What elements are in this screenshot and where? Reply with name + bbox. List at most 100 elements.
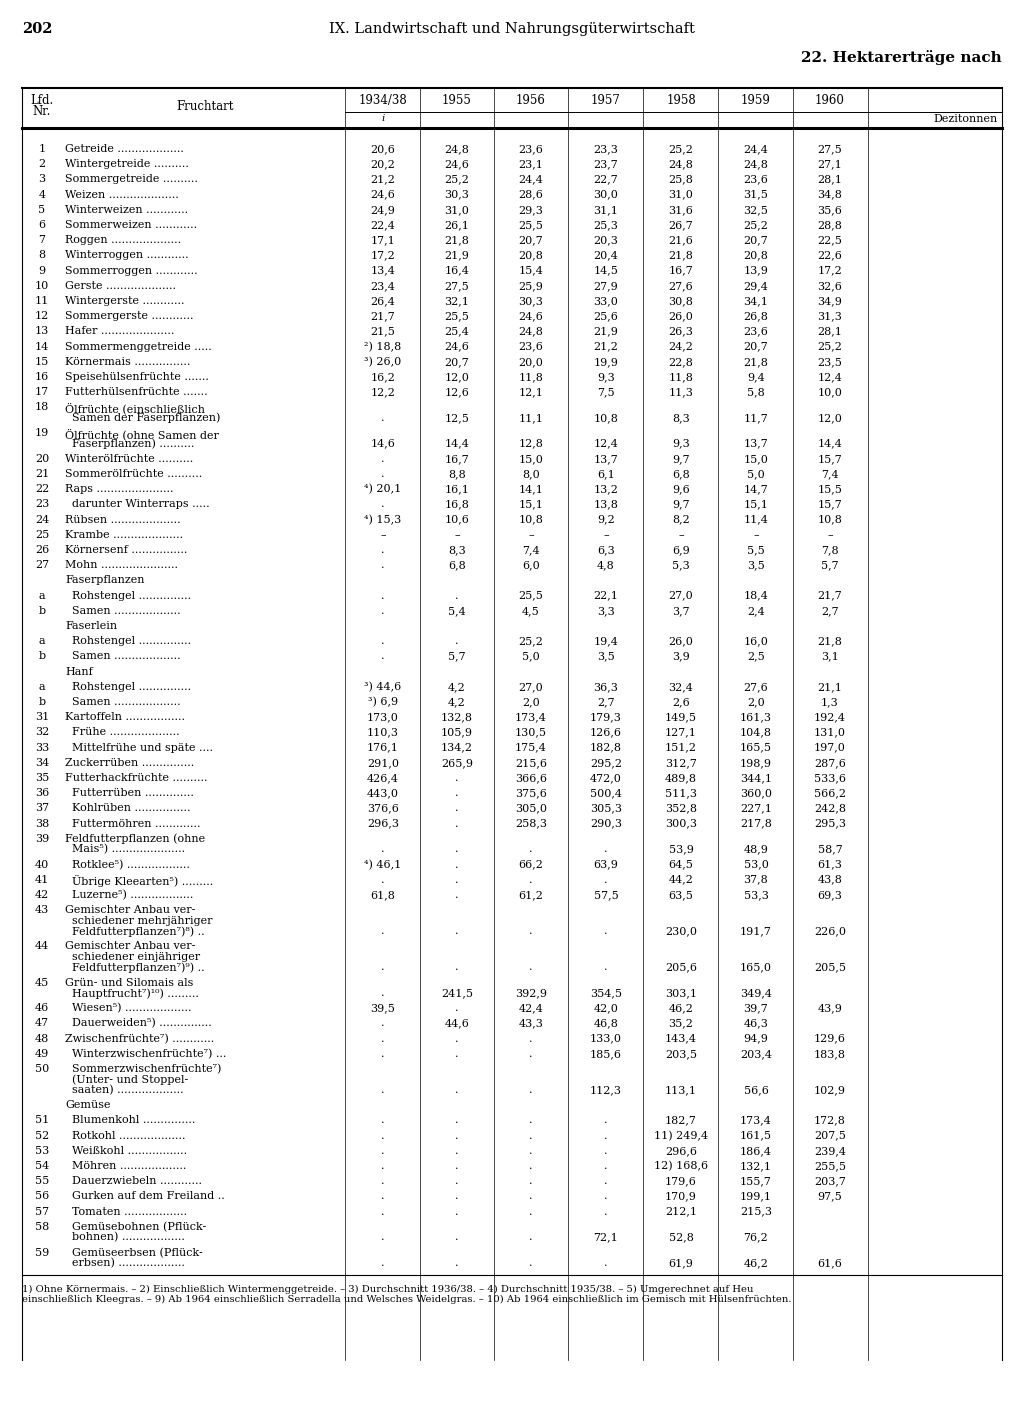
Text: 7,4: 7,4 [522,546,540,556]
Text: 12,2: 12,2 [371,387,395,398]
Text: Gemischter Anbau ver-: Gemischter Anbau ver- [65,905,196,915]
Text: 23,6: 23,6 [743,327,768,337]
Text: 15,1: 15,1 [518,499,544,509]
Text: 24,8: 24,8 [743,159,768,169]
Text: 489,8: 489,8 [665,773,697,783]
Text: 42,4: 42,4 [518,1003,544,1013]
Text: 44: 44 [35,941,49,951]
Text: 37: 37 [35,803,49,813]
Text: 1959: 1959 [741,94,771,107]
Text: .: . [381,875,385,885]
Text: 10,0: 10,0 [817,387,843,398]
Text: 35: 35 [35,773,49,783]
Text: –: – [528,530,534,540]
Text: Gemischter Anbau ver-: Gemischter Anbau ver- [65,941,196,951]
Text: 15: 15 [35,357,49,367]
Text: .: . [381,1019,385,1029]
Text: 291,0: 291,0 [367,757,399,767]
Text: 19,9: 19,9 [594,357,618,367]
Text: Sommerzwischenfrüchte⁷): Sommerzwischenfrüchte⁷) [65,1064,221,1074]
Text: 32,5: 32,5 [743,205,768,215]
Text: Rotkohl ...................: Rotkohl ................... [65,1131,185,1141]
Text: 31,6: 31,6 [669,205,693,215]
Text: .: . [381,453,385,463]
Text: 14,5: 14,5 [594,266,618,276]
Text: 12: 12 [35,311,49,321]
Text: .: . [529,1161,532,1171]
Text: erbsen) ...................: erbsen) ................... [65,1258,185,1269]
Text: 39: 39 [35,834,49,844]
Text: 10,6: 10,6 [444,514,469,524]
Text: .: . [381,844,385,854]
Text: –: – [754,530,759,540]
Text: 24,8: 24,8 [669,159,693,169]
Text: 1) Ohne Körnermais. – 2) Einschließlich Wintermenggetreide. – 3) Durchschnitt 19: 1) Ohne Körnermais. – 2) Einschließlich … [22,1285,754,1295]
Text: 175,4: 175,4 [515,743,547,753]
Text: 104,8: 104,8 [740,728,772,737]
Text: 26: 26 [35,546,49,556]
Text: .: . [456,637,459,647]
Text: 29,4: 29,4 [743,281,768,291]
Text: Sommerroggen ............: Sommerroggen ............ [65,266,198,276]
Text: Winterzwischenfrüchte⁷) ...: Winterzwischenfrüchte⁷) ... [65,1049,226,1059]
Text: bohnen) ..................: bohnen) .................. [65,1232,185,1242]
Text: 31,3: 31,3 [817,311,843,321]
Text: .: . [381,926,385,936]
Text: 12,8: 12,8 [518,439,544,449]
Text: .: . [604,1115,608,1125]
Text: 31,5: 31,5 [743,189,768,199]
Text: 37,8: 37,8 [743,875,768,885]
Text: .: . [456,962,459,972]
Text: 46,2: 46,2 [743,1258,768,1268]
Text: 3,7: 3,7 [672,605,690,615]
Text: Wiesen⁵) ...................: Wiesen⁵) ................... [65,1003,191,1013]
Text: 15,5: 15,5 [817,485,843,495]
Text: 25,3: 25,3 [594,220,618,230]
Text: 44,6: 44,6 [444,1019,469,1029]
Text: 161,3: 161,3 [740,712,772,722]
Text: 7,4: 7,4 [821,469,839,479]
Text: 24,2: 24,2 [669,341,693,351]
Text: .: . [381,1232,385,1242]
Text: 43,3: 43,3 [518,1019,544,1029]
Text: 10,8: 10,8 [817,514,843,524]
Text: 205,5: 205,5 [814,962,846,972]
Text: .: . [456,1161,459,1171]
Text: Übrige Kleearten⁵) .........: Übrige Kleearten⁵) ......... [65,875,213,887]
Text: .: . [456,1131,459,1141]
Text: Frühe ....................: Frühe .................... [65,728,179,737]
Text: 6,8: 6,8 [449,560,466,570]
Text: 26,4: 26,4 [371,296,395,306]
Text: 130,5: 130,5 [515,728,547,737]
Text: Körnersenf ................: Körnersenf ................ [65,546,187,556]
Text: 61,3: 61,3 [817,860,843,870]
Text: 14,7: 14,7 [743,485,768,495]
Text: .: . [456,591,459,601]
Text: .: . [381,988,385,998]
Text: .: . [604,1145,608,1155]
Text: 26,0: 26,0 [669,311,693,321]
Text: 15,7: 15,7 [817,499,843,509]
Text: 1957: 1957 [591,94,621,107]
Text: Speisehülsenfrüchte .......: Speisehülsenfrüchte ....... [65,372,209,382]
Text: 9,7: 9,7 [672,499,690,509]
Text: 133,0: 133,0 [590,1033,622,1043]
Text: .: . [381,962,385,972]
Text: .: . [604,1177,608,1187]
Text: 20,7: 20,7 [743,236,768,246]
Text: 56: 56 [35,1191,49,1201]
Text: .: . [381,560,385,570]
Text: 41: 41 [35,875,49,885]
Text: .: . [456,1177,459,1187]
Text: .: . [529,1191,532,1201]
Text: 2,5: 2,5 [748,651,765,661]
Text: 39,5: 39,5 [371,1003,395,1013]
Text: .: . [529,1145,532,1155]
Text: 21,8: 21,8 [743,357,768,367]
Text: 15,0: 15,0 [518,453,544,463]
Text: 61,2: 61,2 [518,890,544,899]
Text: .: . [381,1191,385,1201]
Text: 295,2: 295,2 [590,757,622,767]
Text: 66,2: 66,2 [518,860,544,870]
Text: –: – [603,530,609,540]
